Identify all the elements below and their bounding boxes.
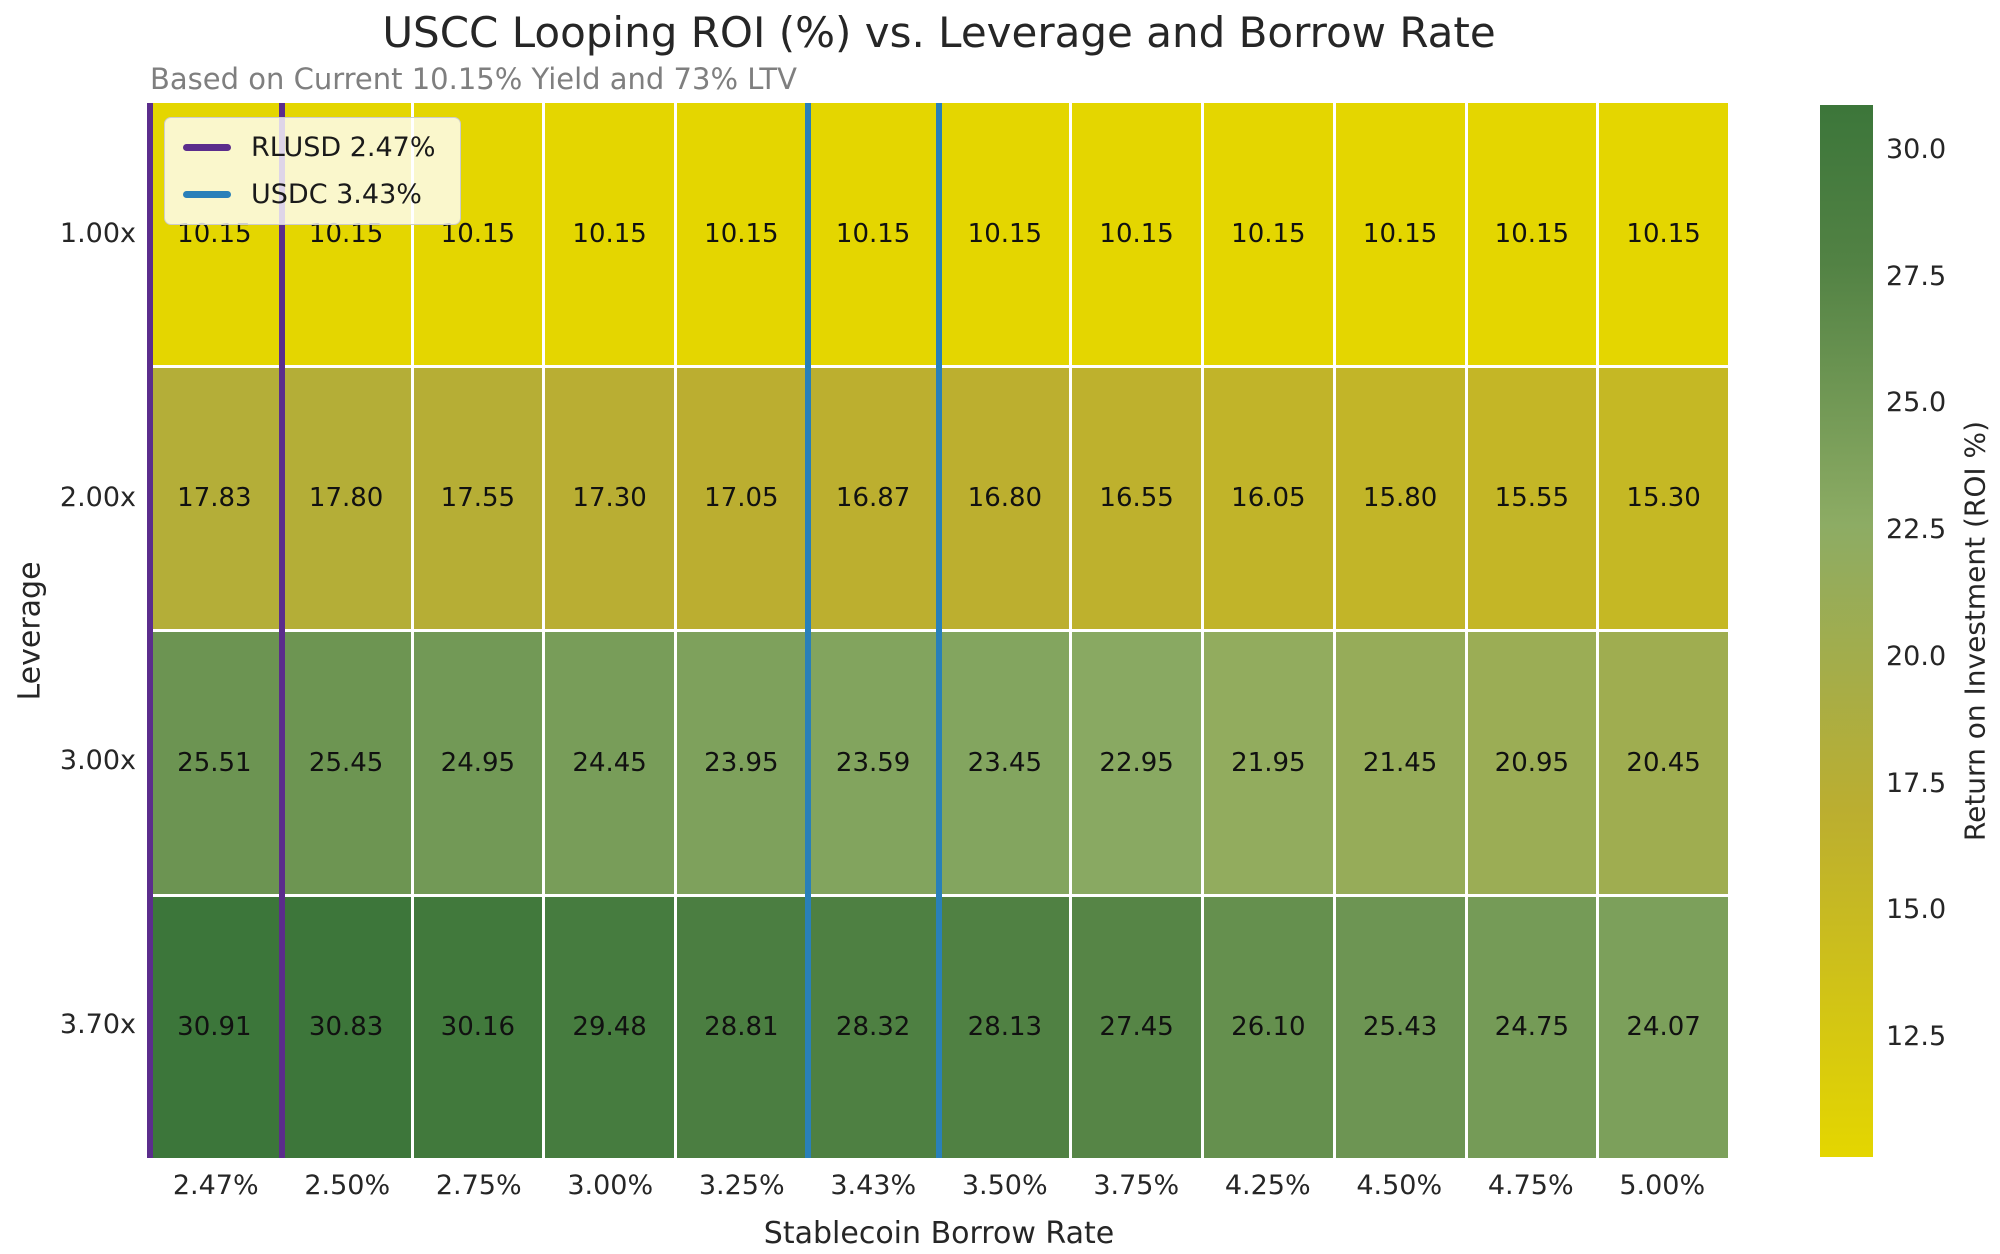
- heatmap-cell: 17.55: [413, 367, 543, 629]
- x-tick-label: 2.50%: [304, 1170, 391, 1201]
- reference-line: [936, 103, 942, 1158]
- rlusd-line-swatch: [183, 144, 231, 151]
- heatmap-cell: 10.15: [808, 103, 938, 365]
- heatmap-cell: 28.81: [677, 896, 806, 1158]
- heatmap-cell: 17.80: [281, 367, 411, 629]
- x-tick-label: 2.75%: [435, 1170, 522, 1201]
- chart-subtitle: Based on Current 10.15% Yield and 73% LT…: [150, 62, 797, 96]
- chart-title: USCC Looping ROI (%) vs. Leverage and Bo…: [382, 8, 1496, 57]
- heatmap-cell: 21.95: [1204, 632, 1333, 894]
- heatmap-cell: 24.75: [1467, 896, 1597, 1158]
- heatmap-cell: 10.15: [1072, 103, 1201, 365]
- heatmap-cell: 23.59: [808, 632, 938, 894]
- heatmap-grid: 10.15 10.15 10.15 10.15 10.15 10.15 10.15 10.15…: [150, 103, 1728, 1158]
- heatmap-cell: 15.55: [1467, 367, 1597, 629]
- x-tick-label: 3.50%: [961, 1170, 1048, 1201]
- heatmap-cell: 10.15: [1599, 103, 1728, 365]
- heatmap-cell: 28.13: [940, 896, 1070, 1158]
- heatmap-cell: 10.15: [940, 103, 1070, 365]
- heatmap-cell: 22.95: [1072, 632, 1201, 894]
- colorbar-label: Return on Investment (ROI %): [1958, 420, 1992, 842]
- heatmap-cell: 16.87: [808, 367, 938, 629]
- colorbar-tick-label: 12.5: [1886, 1020, 1947, 1052]
- heatmap-cell: 28.32: [808, 896, 938, 1158]
- heatmap-cell: 26.10: [1204, 896, 1333, 1158]
- heatmap-cell: 16.55: [1072, 367, 1201, 629]
- y-tick-label: 2.00x: [59, 481, 136, 513]
- heatmap-cell: 25.43: [1335, 896, 1465, 1158]
- x-tick-label: 4.50%: [1356, 1170, 1443, 1201]
- x-tick-label: 3.43%: [830, 1170, 917, 1201]
- x-tick-label: 4.25%: [1224, 1170, 1311, 1201]
- legend-item-rlusd: RLUSD 2.47%: [183, 132, 436, 163]
- heatmap-cell: 10.15: [545, 103, 674, 365]
- y-tick-label: 1.00x: [59, 217, 136, 249]
- heatmap-cell: 30.16: [413, 896, 543, 1158]
- x-tick-label: 3.25%: [698, 1170, 785, 1201]
- colorbar-tick-label: 30.0: [1886, 134, 1947, 166]
- heatmap-cell: 20.45: [1599, 632, 1728, 894]
- heatmap-cell: 15.30: [1599, 367, 1728, 629]
- x-tick-label: 2.47%: [172, 1170, 259, 1201]
- heatmap-cell: 17.83: [150, 367, 279, 629]
- x-tick-label: 3.00%: [567, 1170, 654, 1201]
- heatmap-cell: 20.95: [1467, 632, 1597, 894]
- plot-area: 10.15 10.15 10.15 10.15 10.15 10.15 10.15 10.15…: [147, 103, 1728, 1158]
- usdc-line-swatch: [183, 191, 231, 198]
- colorbar-tick-label: 20.0: [1886, 640, 1947, 672]
- colorbar-tick-label: 15.0: [1886, 894, 1947, 926]
- colorbar-tick-label: 17.5: [1886, 767, 1947, 799]
- heatmap-cell: 10.15: [677, 103, 806, 365]
- reference-line: [147, 103, 153, 1158]
- colorbar-tick-label: 22.5: [1886, 514, 1947, 546]
- heatmap-cell: 15.80: [1335, 367, 1465, 629]
- x-tick-label: 4.75%: [1487, 1170, 1574, 1201]
- heatmap-cell: 24.07: [1599, 896, 1728, 1158]
- colorbar-tick-label: 25.0: [1886, 387, 1947, 419]
- heatmap-cell: 10.15: [1467, 103, 1597, 365]
- heatmap-cell: 25.51: [150, 632, 279, 894]
- heatmap-cell: 23.95: [677, 632, 806, 894]
- heatmap-cell: 17.05: [677, 367, 806, 629]
- heatmap-cell: 21.45: [1335, 632, 1465, 894]
- heatmap-cell: 10.15: [1204, 103, 1333, 365]
- heatmap-cell: 16.05: [1204, 367, 1333, 629]
- colorbar: [1820, 105, 1873, 1157]
- legend-item-usdc: USDC 3.43%: [183, 179, 436, 210]
- heatmap-cell: 30.83: [281, 896, 411, 1158]
- x-tick-label: 5.00%: [1619, 1170, 1706, 1201]
- y-axis-label: Leverage: [12, 560, 48, 701]
- heatmap-cell: 25.45: [281, 632, 411, 894]
- heatmap-cell: 27.45: [1072, 896, 1201, 1158]
- legend-label-usdc: USDC 3.43%: [251, 179, 422, 210]
- heatmap-cell: 29.48: [545, 896, 674, 1158]
- heatmap-cell: 24.45: [545, 632, 674, 894]
- x-axis-label: Stablecoin Borrow Rate: [763, 1216, 1115, 1251]
- colorbar-tick-label: 27.5: [1886, 260, 1947, 292]
- y-tick-label: 3.70x: [59, 1009, 136, 1041]
- heatmap-cell: 10.15: [1335, 103, 1465, 365]
- heatmap-cell: 24.95: [413, 632, 543, 894]
- heatmap-cell: 16.80: [940, 367, 1070, 629]
- legend-label-rlusd: RLUSD 2.47%: [251, 132, 436, 163]
- y-tick-label: 3.00x: [59, 745, 136, 777]
- heatmap-cell: 17.30: [545, 367, 674, 629]
- reference-line: [278, 103, 285, 1158]
- x-tick-label: 3.75%: [1093, 1170, 1180, 1201]
- heatmap-cell: 23.45: [940, 632, 1070, 894]
- reference-line: [804, 103, 811, 1158]
- heatmap-cell: 30.91: [150, 896, 279, 1158]
- legend: RLUSD 2.47% USDC 3.43%: [164, 117, 461, 225]
